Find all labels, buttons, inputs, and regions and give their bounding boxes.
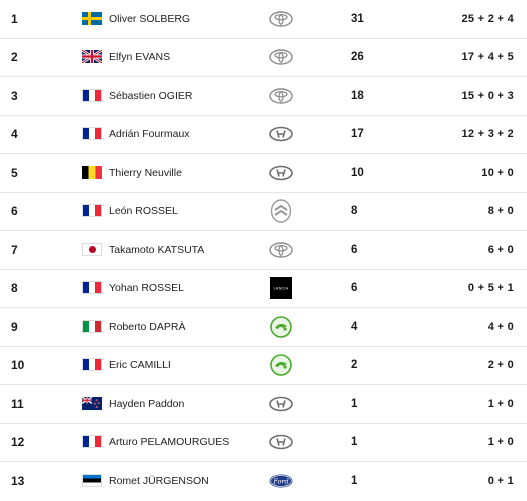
points-breakdown: 15 + 0 + 3: [461, 89, 514, 102]
points-breakdown: 2 + 0: [487, 359, 514, 372]
standings-row[interactable]: 13 Romet JÜRGENSON Ford 1 0 + 1: [0, 462, 527, 501]
points: 31: [351, 12, 364, 25]
flag-fr-icon: [82, 204, 102, 218]
points-breakdown: 25 + 2 + 4: [461, 12, 514, 25]
position: 1: [11, 11, 18, 26]
position: 2: [11, 50, 18, 65]
flag-se-icon: [82, 11, 102, 25]
points: 2: [351, 359, 358, 372]
points: 6: [351, 282, 358, 295]
ford-wordmark: Ford: [272, 478, 288, 486]
standings-row[interactable]: 4 Adrián Fourmaux 17 12 + 3 + 2: [0, 116, 527, 154]
hyundai-icon: [269, 161, 293, 185]
points: 18: [351, 89, 364, 102]
toyota-icon: [269, 45, 293, 69]
citroen-icon: [269, 199, 293, 223]
points-breakdown: 8 + 0: [487, 205, 514, 218]
flag-it-icon: [82, 319, 102, 333]
standings-row[interactable]: 10 Eric CAMILLI 2 2 + 0: [0, 347, 527, 385]
flag-nz-icon: [82, 396, 102, 410]
points-breakdown: 1 + 0: [487, 436, 514, 449]
points: 1: [351, 475, 358, 488]
standings-row[interactable]: 9 Roberto DAPRÀ 4 4 + 0: [0, 308, 527, 347]
driver-name[interactable]: Yohan ROSSEL: [109, 282, 184, 295]
skoda-icon: [269, 315, 293, 339]
driver-name[interactable]: León ROSSEL: [109, 205, 178, 218]
position: 12: [11, 435, 25, 450]
points: 1: [351, 436, 358, 449]
standings-row[interactable]: 1 Oliver SOLBERG 31 25 + 2 + 4: [0, 0, 527, 39]
position: 9: [11, 319, 18, 334]
points: 6: [351, 243, 358, 256]
driver-name[interactable]: Adrián Fourmaux: [109, 128, 190, 141]
position: 8: [11, 281, 18, 296]
driver-name[interactable]: Thierry Neuville: [109, 166, 182, 179]
standings-row[interactable]: 3 Sébastien OGIER 18 15 + 0 + 3: [0, 77, 527, 116]
standings-row[interactable]: 8 Yohan ROSSEL LANCIA 6 0 + 5 + 1: [0, 270, 527, 308]
hyundai-icon: [269, 392, 293, 416]
standings-row[interactable]: 2 Elfyn EVANS 26 17 + 4 + 5: [0, 39, 527, 77]
position: 13: [11, 474, 25, 489]
standings-row[interactable]: 12 Arturo PELAMOURGUES 1 1 + 0: [0, 424, 527, 462]
hyundai-icon: [269, 122, 293, 146]
flag-fr-icon: [82, 88, 102, 102]
points: 17: [351, 128, 364, 141]
points: 4: [351, 320, 358, 333]
driver-name[interactable]: Romet JÜRGENSON: [109, 475, 209, 488]
driver-name[interactable]: Arturo PELAMOURGUES: [109, 436, 230, 449]
flag-ee-icon: [82, 474, 102, 488]
driver-name[interactable]: Hayden Paddon: [109, 397, 185, 410]
points-breakdown: 6 + 0: [487, 243, 514, 256]
driver-name[interactable]: Eric CAMILLI: [109, 359, 171, 372]
ford-icon: Ford: [269, 469, 293, 493]
points-breakdown: 0 + 5 + 1: [467, 282, 514, 295]
position: 7: [11, 242, 18, 257]
points-breakdown: 4 + 0: [487, 320, 514, 333]
toyota-icon: [269, 238, 293, 262]
flag-be-icon: [82, 165, 102, 179]
points-breakdown: 0 + 1: [487, 475, 514, 488]
points: 1: [351, 397, 358, 410]
points: 26: [351, 51, 364, 64]
points: 8: [351, 205, 358, 218]
standings-row[interactable]: 5 Thierry Neuville 10 10 + 0: [0, 154, 527, 193]
position: 3: [11, 88, 18, 103]
position: 6: [11, 204, 18, 219]
driver-name[interactable]: Oliver SOLBERG: [109, 12, 191, 25]
points-breakdown: 12 + 3 + 2: [461, 128, 514, 141]
driver-name[interactable]: Roberto DAPRÀ: [109, 320, 186, 333]
points-breakdown: 1 + 0: [487, 397, 514, 410]
standings-row[interactable]: 7 Takamoto KATSUTA 6 6 + 0: [0, 231, 527, 270]
toyota-icon: [269, 7, 293, 31]
driver-name[interactable]: Takamoto KATSUTA: [109, 243, 205, 256]
flag-gb-icon: [82, 50, 102, 64]
points: 10: [351, 166, 364, 179]
lancia-icon: LANCIA: [269, 276, 293, 300]
skoda-icon: [269, 353, 293, 377]
points-breakdown: 17 + 4 + 5: [461, 51, 514, 64]
flag-fr-icon: [82, 435, 102, 449]
position: 10: [11, 358, 25, 373]
position: 11: [11, 396, 24, 411]
flag-fr-icon: [82, 358, 102, 372]
flag-jp-icon: [82, 242, 102, 256]
lancia-wordmark: LANCIA: [274, 287, 289, 291]
points-breakdown: 10 + 0: [481, 166, 514, 179]
position: 4: [11, 127, 18, 142]
standings-row[interactable]: 11 Hayden Paddon 1 1 + 0: [0, 385, 527, 424]
driver-name[interactable]: Sébastien OGIER: [109, 89, 193, 102]
flag-fr-icon: [82, 127, 102, 141]
driver-name[interactable]: Elfyn EVANS: [109, 51, 171, 64]
hyundai-icon: [269, 430, 293, 454]
standings-row[interactable]: 6 León ROSSEL 8 8 + 0: [0, 193, 527, 231]
flag-fr-icon: [82, 281, 102, 295]
position: 5: [11, 165, 18, 180]
toyota-icon: [269, 84, 293, 108]
